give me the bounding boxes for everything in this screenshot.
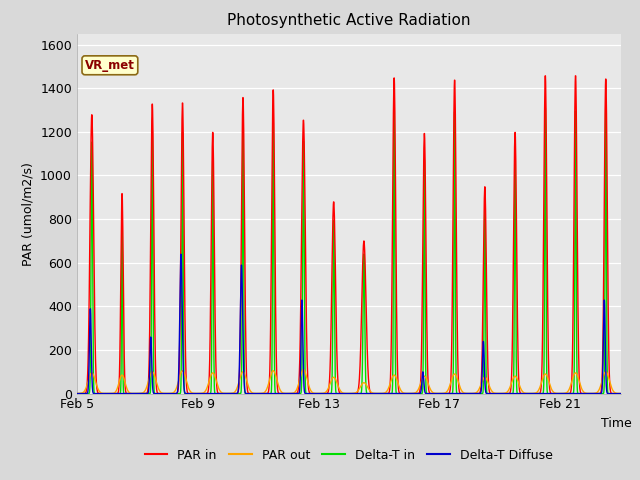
Text: VR_met: VR_met: [85, 59, 135, 72]
Title: Photosynthetic Active Radiation: Photosynthetic Active Radiation: [227, 13, 470, 28]
X-axis label: Time: Time: [601, 417, 632, 430]
Y-axis label: PAR (umol/m2/s): PAR (umol/m2/s): [22, 162, 35, 265]
Legend: PAR in, PAR out, Delta-T in, Delta-T Diffuse: PAR in, PAR out, Delta-T in, Delta-T Dif…: [140, 444, 558, 467]
